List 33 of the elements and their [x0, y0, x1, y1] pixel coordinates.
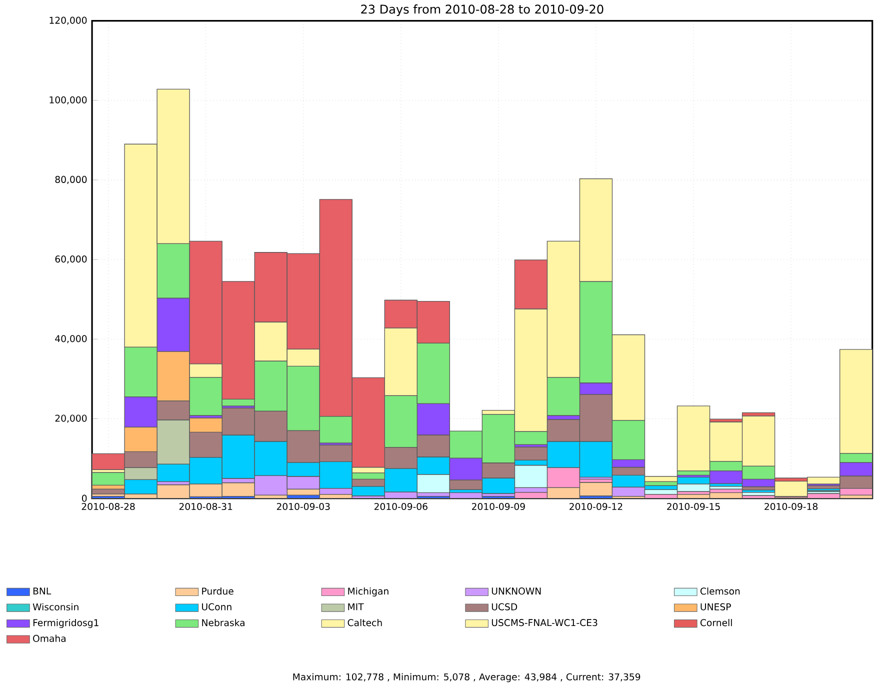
- legend-label: UNKNOWN: [492, 588, 541, 595]
- chart-title: 23 Days from 2010-08-28 to 2010-09-20: [361, 4, 604, 16]
- x-tick-label: 2010-09-09: [472, 502, 525, 510]
- legend-label: Michigan: [348, 587, 388, 596]
- legend-label: Cornell: [700, 618, 732, 626]
- y-tick-label: 20,000: [55, 414, 87, 423]
- x-tick-label: 2010-08-31: [179, 502, 232, 510]
- x-tick-label: 2010-09-15: [667, 502, 720, 510]
- x-tick-label: 2010-09-06: [374, 502, 428, 510]
- x-tick-label: 2010-09-18: [764, 502, 818, 510]
- legend-label: BNL: [33, 588, 52, 594]
- y-tick-label: 40,000: [55, 335, 87, 344]
- y-tick-label: 120,000: [50, 16, 87, 25]
- legend-label: Caltech: [348, 618, 382, 626]
- legend-label: Omaha: [33, 634, 66, 642]
- legend-label: MIT: [348, 603, 364, 610]
- legend-label: Wisconsin: [32, 603, 78, 610]
- x-tick-label: 2010-09-12: [570, 502, 622, 510]
- legend-label: Fermigridosg1: [33, 618, 98, 628]
- legend-label: UCSD: [492, 603, 518, 610]
- legend-label: USCMS-FNAL-WC1-CE3: [492, 619, 598, 626]
- legend-label: UConn: [202, 603, 232, 610]
- legend-label: Nebraska: [202, 618, 244, 626]
- legend-label: UNESP: [700, 603, 731, 610]
- x-tick-label: 2010-09-03: [276, 502, 330, 510]
- y-tick-label: 80,000: [55, 176, 87, 184]
- y-tick-label: 0: [82, 494, 87, 502]
- y-tick-label: 60,000: [55, 256, 87, 264]
- legend-label: Clemson: [700, 587, 740, 595]
- text: Maximum: 102,778 , Minimum: 5,078 , Average: 43,984 , Current: 37,359: [293, 673, 640, 682]
- legend-label: Purdue: [202, 587, 234, 595]
- y-tick-label: 100,000: [50, 96, 87, 104]
- x-tick-label: 2010-08-28: [82, 502, 135, 510]
